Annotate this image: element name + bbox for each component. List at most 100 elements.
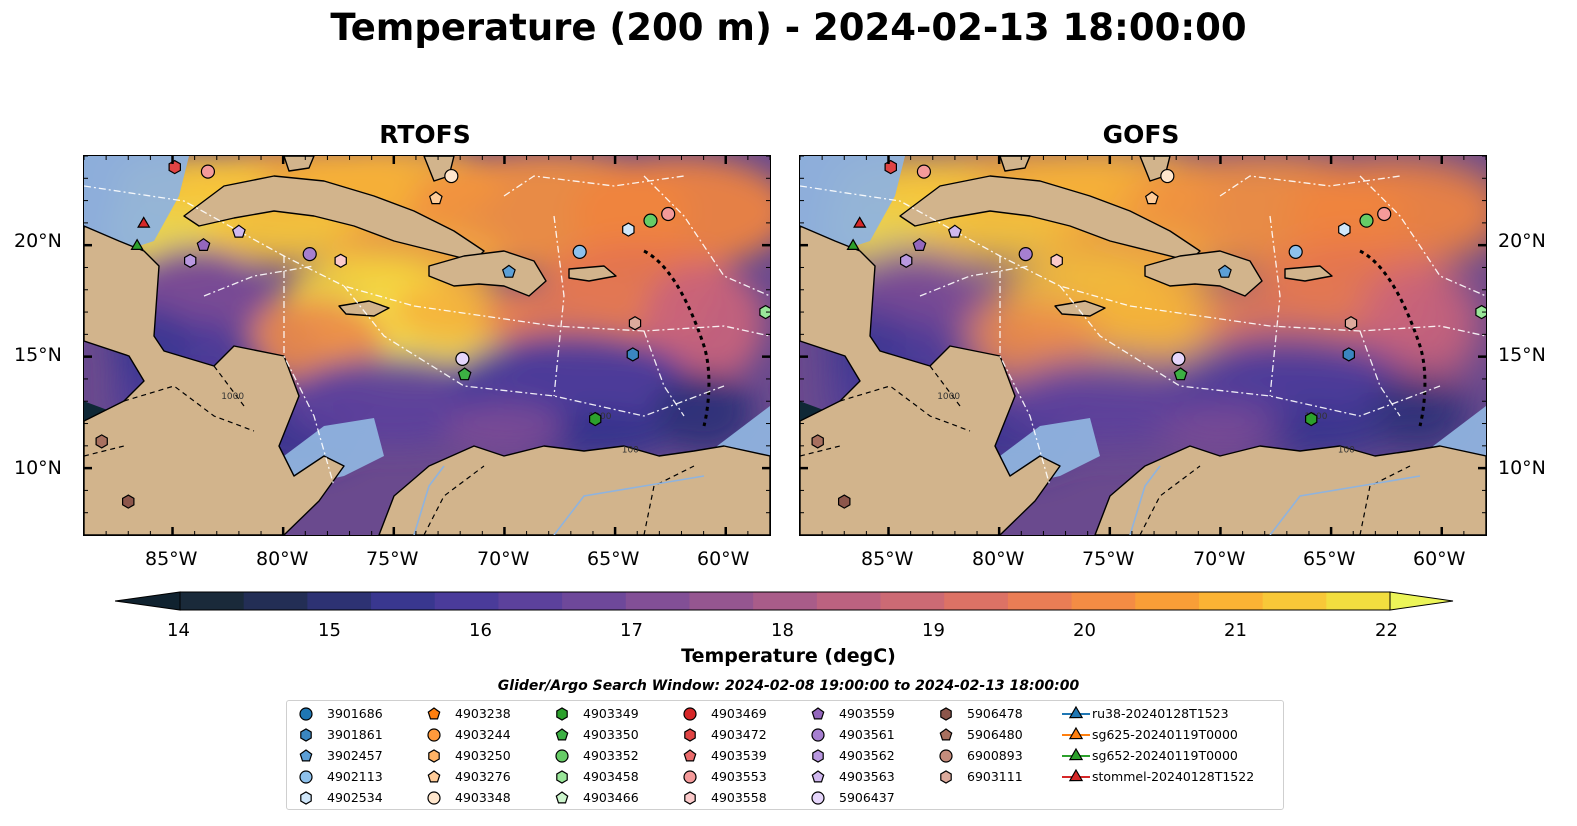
legend-symbol — [299, 749, 313, 762]
legend-symbol — [555, 749, 569, 763]
legend-label: 4903563 — [839, 769, 895, 784]
argo-float-marker — [622, 222, 635, 237]
contour-label: 1000 — [221, 392, 244, 402]
legend-marker — [811, 707, 825, 720]
legend-marker — [555, 749, 569, 763]
legend-symbol — [683, 707, 697, 721]
colorbar-segment — [498, 592, 563, 610]
colorbar-tick-label: 17 — [620, 620, 643, 641]
legend-marker — [427, 707, 441, 720]
lon-tick-label: 85°W — [145, 548, 198, 570]
gulf-shelf — [84, 156, 189, 251]
legend-symbol — [299, 770, 313, 784]
glider-marker — [846, 238, 860, 251]
lat-tick-label: 10°N — [1498, 457, 1546, 479]
glider-marker — [853, 216, 867, 228]
legend-triangle-marker — [1068, 705, 1084, 719]
legend-marker — [556, 707, 568, 721]
argo-float-marker — [302, 246, 317, 262]
argo-float-marker — [1144, 191, 1159, 205]
legend-label: 5906480 — [967, 727, 1023, 742]
colorbar-segment — [625, 592, 690, 610]
legend-label: 3901686 — [327, 706, 383, 721]
legend-marker — [940, 707, 952, 721]
legend-label: 4903348 — [455, 790, 511, 805]
legend-label: 4903558 — [711, 790, 767, 805]
lon-tick-label: 70°W — [477, 548, 530, 570]
legend-label: 6900893 — [967, 748, 1023, 763]
legend-label: ru38-20240128T1523 — [1092, 706, 1229, 721]
lesser-antilles — [643, 249, 711, 427]
colorbar — [115, 591, 1454, 611]
map-canvas: 10001000100 — [800, 156, 1486, 535]
legend-label: 4903244 — [455, 727, 511, 742]
argo-float-marker — [1305, 411, 1318, 427]
legend-marker — [428, 749, 440, 763]
figure-title: Temperature (200 m) - 2024-02-13 18:00:0… — [330, 6, 1247, 49]
legend-symbol — [811, 707, 825, 720]
argo-float-marker — [1359, 213, 1374, 228]
argo-float-marker — [168, 159, 182, 175]
panel-title-gofs: GOFS — [1102, 120, 1180, 149]
legend-symbol — [300, 728, 312, 742]
legend-marker — [427, 791, 441, 805]
legend-symbol — [683, 770, 697, 784]
lat-tick-label: 10°N — [14, 457, 62, 479]
argo-float-marker — [196, 237, 211, 252]
colorbar-segment — [1007, 592, 1073, 610]
legend-marker — [683, 770, 697, 784]
legend-symbol — [811, 728, 825, 742]
legend-marker — [811, 770, 825, 783]
legend-label: 6903111 — [967, 769, 1023, 784]
hispaniola-land — [1144, 250, 1263, 297]
eez-boundary — [1219, 175, 1401, 197]
legend-label: 4903238 — [455, 706, 511, 721]
colorbar-segment — [307, 592, 372, 610]
argo-float-marker — [589, 411, 602, 427]
florida-keys-land — [999, 156, 1031, 172]
legend-label: 4903349 — [583, 706, 639, 721]
argo-float-marker — [455, 351, 470, 366]
legend-marker — [811, 791, 825, 805]
legend-label: sg625-20240119T0000 — [1092, 727, 1238, 742]
legend-symbol — [556, 770, 568, 784]
legend-marker — [299, 749, 313, 762]
legend-symbol — [811, 770, 825, 783]
argo-float-marker — [1344, 316, 1358, 331]
legend-triangle-marker — [1068, 768, 1084, 782]
legend-marker — [683, 749, 697, 762]
colorbar-tick-label: 20 — [1073, 620, 1096, 641]
legend-symbol — [939, 728, 953, 741]
central-america-land — [84, 225, 345, 535]
legend-symbol — [555, 791, 569, 804]
legend-label: 4903559 — [839, 706, 895, 721]
jamaica-land — [338, 300, 390, 317]
eez-boundary — [343, 285, 725, 417]
legend-label: 4903469 — [711, 706, 767, 721]
argo-float-marker — [811, 434, 824, 449]
lon-tick-label: 70°W — [1193, 548, 1246, 570]
lat-tick-label: 15°N — [1498, 344, 1546, 366]
legend-marker — [555, 728, 569, 741]
colorbar-tick-label: 19 — [922, 620, 945, 641]
colorbar-segment — [562, 592, 627, 610]
argo-float-marker — [200, 164, 216, 179]
lon-tick-label: 75°W — [366, 548, 419, 570]
argo-float-marker — [183, 253, 197, 268]
colorbar-segment — [180, 592, 245, 610]
river — [413, 465, 445, 535]
legend-marker — [684, 791, 696, 805]
colorbar-tick-label: 16 — [469, 620, 492, 641]
lat-tick-label: 20°N — [1498, 230, 1546, 252]
argo-float-marker — [916, 164, 932, 179]
colorbar-extend-high — [1389, 591, 1454, 611]
argo-float-marker — [759, 304, 770, 320]
country-border — [84, 445, 125, 457]
argo-float-marker — [1171, 351, 1186, 366]
argo-float-marker — [428, 191, 443, 205]
florida-keys-land — [283, 156, 315, 172]
colorbar-extend-low — [115, 591, 181, 611]
legend-symbol — [427, 770, 441, 783]
river — [1269, 475, 1421, 535]
eez-boundary — [283, 256, 335, 487]
